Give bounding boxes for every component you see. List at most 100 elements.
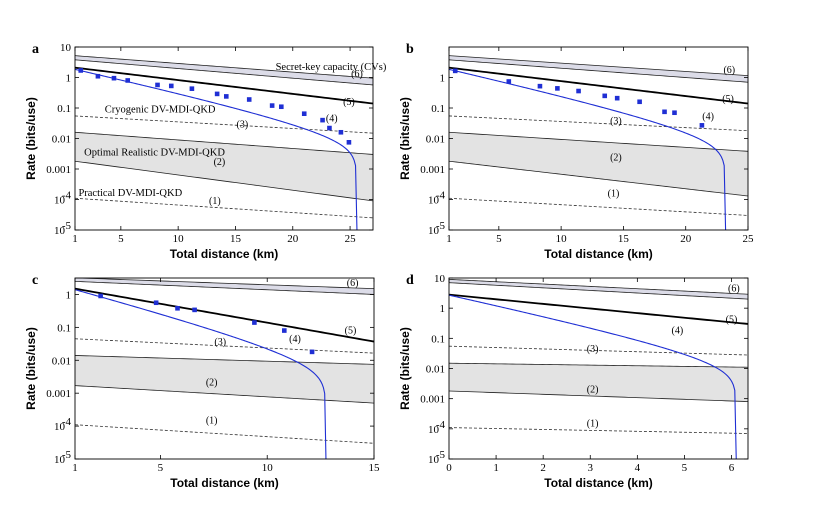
y-tick-label: 0.1 xyxy=(431,103,445,115)
data-point xyxy=(95,73,101,79)
protocol-line xyxy=(75,68,358,230)
y-tick-label: 0.001 xyxy=(420,164,445,176)
optimal-realistic-hi-line xyxy=(75,355,374,365)
y-tick-label: 10 xyxy=(428,195,440,207)
curve-label: (3) xyxy=(610,116,622,127)
y-tick-label: 10 xyxy=(428,424,440,436)
y-tick-exponent: -5 xyxy=(62,220,72,232)
x-tick-label: 15 xyxy=(369,462,381,474)
y-tick-label: 0.01 xyxy=(426,364,445,376)
y-tick-label: 10 xyxy=(54,225,66,237)
x-tick-label: 5 xyxy=(682,462,688,474)
protocol-line xyxy=(449,294,737,459)
panel-letter: a xyxy=(32,42,39,57)
curve-label: (1) xyxy=(608,188,620,199)
optimal-realistic-hi-line xyxy=(449,362,748,368)
data-point xyxy=(309,349,315,355)
curve-label: (6) xyxy=(728,283,740,294)
y-tick-label: 1 xyxy=(66,289,72,301)
y-axis-label: Rate (bits/use) xyxy=(24,327,38,410)
y-tick-label: 10 xyxy=(434,273,446,285)
y-tick-label: 0.001 xyxy=(46,388,71,400)
data-point xyxy=(214,91,220,97)
curve-label: (6) xyxy=(351,69,363,80)
y-axis-label: Rate (bits/use) xyxy=(398,97,412,180)
curve-label: (4) xyxy=(702,112,714,123)
panel-letter: c xyxy=(32,273,38,288)
x-tick-label: 5 xyxy=(496,233,502,245)
protocol-line xyxy=(75,289,327,459)
x-tick-label: 10 xyxy=(556,233,568,245)
data-point xyxy=(78,68,84,73)
x-tick-label: 25 xyxy=(345,233,357,245)
annotation: Cryogenic DV-MDI-QKD xyxy=(105,105,216,116)
data-point xyxy=(320,117,325,123)
data-point xyxy=(452,68,458,74)
data-point xyxy=(614,95,620,101)
curve-label: (1) xyxy=(587,419,599,430)
curve-label: (5) xyxy=(726,315,738,326)
y-axis-label: Rate (bits/use) xyxy=(398,327,412,410)
y-tick-exponent: -4 xyxy=(62,190,72,202)
curve-label: (5) xyxy=(722,94,734,105)
data-point xyxy=(279,104,284,110)
y-tick-label: 10 xyxy=(54,421,66,433)
data-point xyxy=(637,99,642,105)
data-point xyxy=(602,93,608,99)
data-point xyxy=(537,83,543,89)
optimal-realistic-band xyxy=(449,363,748,402)
data-point xyxy=(175,305,180,311)
secret-key-capacity-band xyxy=(75,278,374,295)
x-tick-label: 20 xyxy=(287,233,299,245)
secret-key-capacity-hi-line xyxy=(75,55,373,79)
optimal-realistic-lo-line xyxy=(449,160,748,197)
secret-key-capacity-lo-line xyxy=(449,59,748,83)
data-point xyxy=(301,111,307,117)
secret-key-capacity-band xyxy=(449,55,748,83)
data-point xyxy=(506,79,512,84)
y-tick-label: 0.1 xyxy=(57,103,71,115)
x-tick-label: 6 xyxy=(729,462,735,474)
x-tick-label: 10 xyxy=(262,462,274,474)
y-tick-label: 0.1 xyxy=(431,333,445,345)
secret-key-capacity-band xyxy=(75,55,373,85)
data-point xyxy=(125,78,131,83)
x-tick-label: 5 xyxy=(118,233,124,245)
x-axis-label: Total distance (km) xyxy=(170,247,278,261)
annotation: Secret-key capacity (CVs) xyxy=(276,62,387,73)
y-tick-exponent: -5 xyxy=(436,220,446,232)
y-tick-label: 1 xyxy=(440,303,446,315)
y-tick-label: 1 xyxy=(440,73,446,85)
plot-area xyxy=(449,278,748,459)
data-point xyxy=(153,300,159,306)
optimal-realistic-lo-line xyxy=(449,390,748,402)
x-tick-label: 3 xyxy=(588,462,594,474)
secret-key-capacity-hi-line xyxy=(449,278,748,295)
data-point xyxy=(282,328,287,333)
cryogenic-line xyxy=(449,345,748,356)
y-tick-label: 0.001 xyxy=(420,394,445,406)
curve-label: (5) xyxy=(345,325,357,336)
x-tick-label: 1 xyxy=(493,462,499,474)
data-point xyxy=(252,320,257,325)
curve-label: (2) xyxy=(610,152,622,163)
data-point xyxy=(192,307,197,313)
data-point xyxy=(327,125,332,131)
secret-key-capacity-lo-line xyxy=(75,280,374,295)
panel-letter: b xyxy=(406,42,414,57)
practical-line xyxy=(75,424,374,444)
x-tick-label: 4 xyxy=(635,462,641,474)
y-tick-label: 10 xyxy=(428,225,440,237)
curve-label: (5) xyxy=(343,97,355,108)
data-point xyxy=(576,88,581,94)
optimal-realistic-lo-line xyxy=(75,385,374,404)
y-tick-label: 0.001 xyxy=(46,164,71,176)
x-tick-label: 1 xyxy=(446,233,452,245)
x-axis-label: Total distance (km) xyxy=(544,247,652,261)
data-point xyxy=(189,86,195,91)
data-point xyxy=(155,82,160,88)
